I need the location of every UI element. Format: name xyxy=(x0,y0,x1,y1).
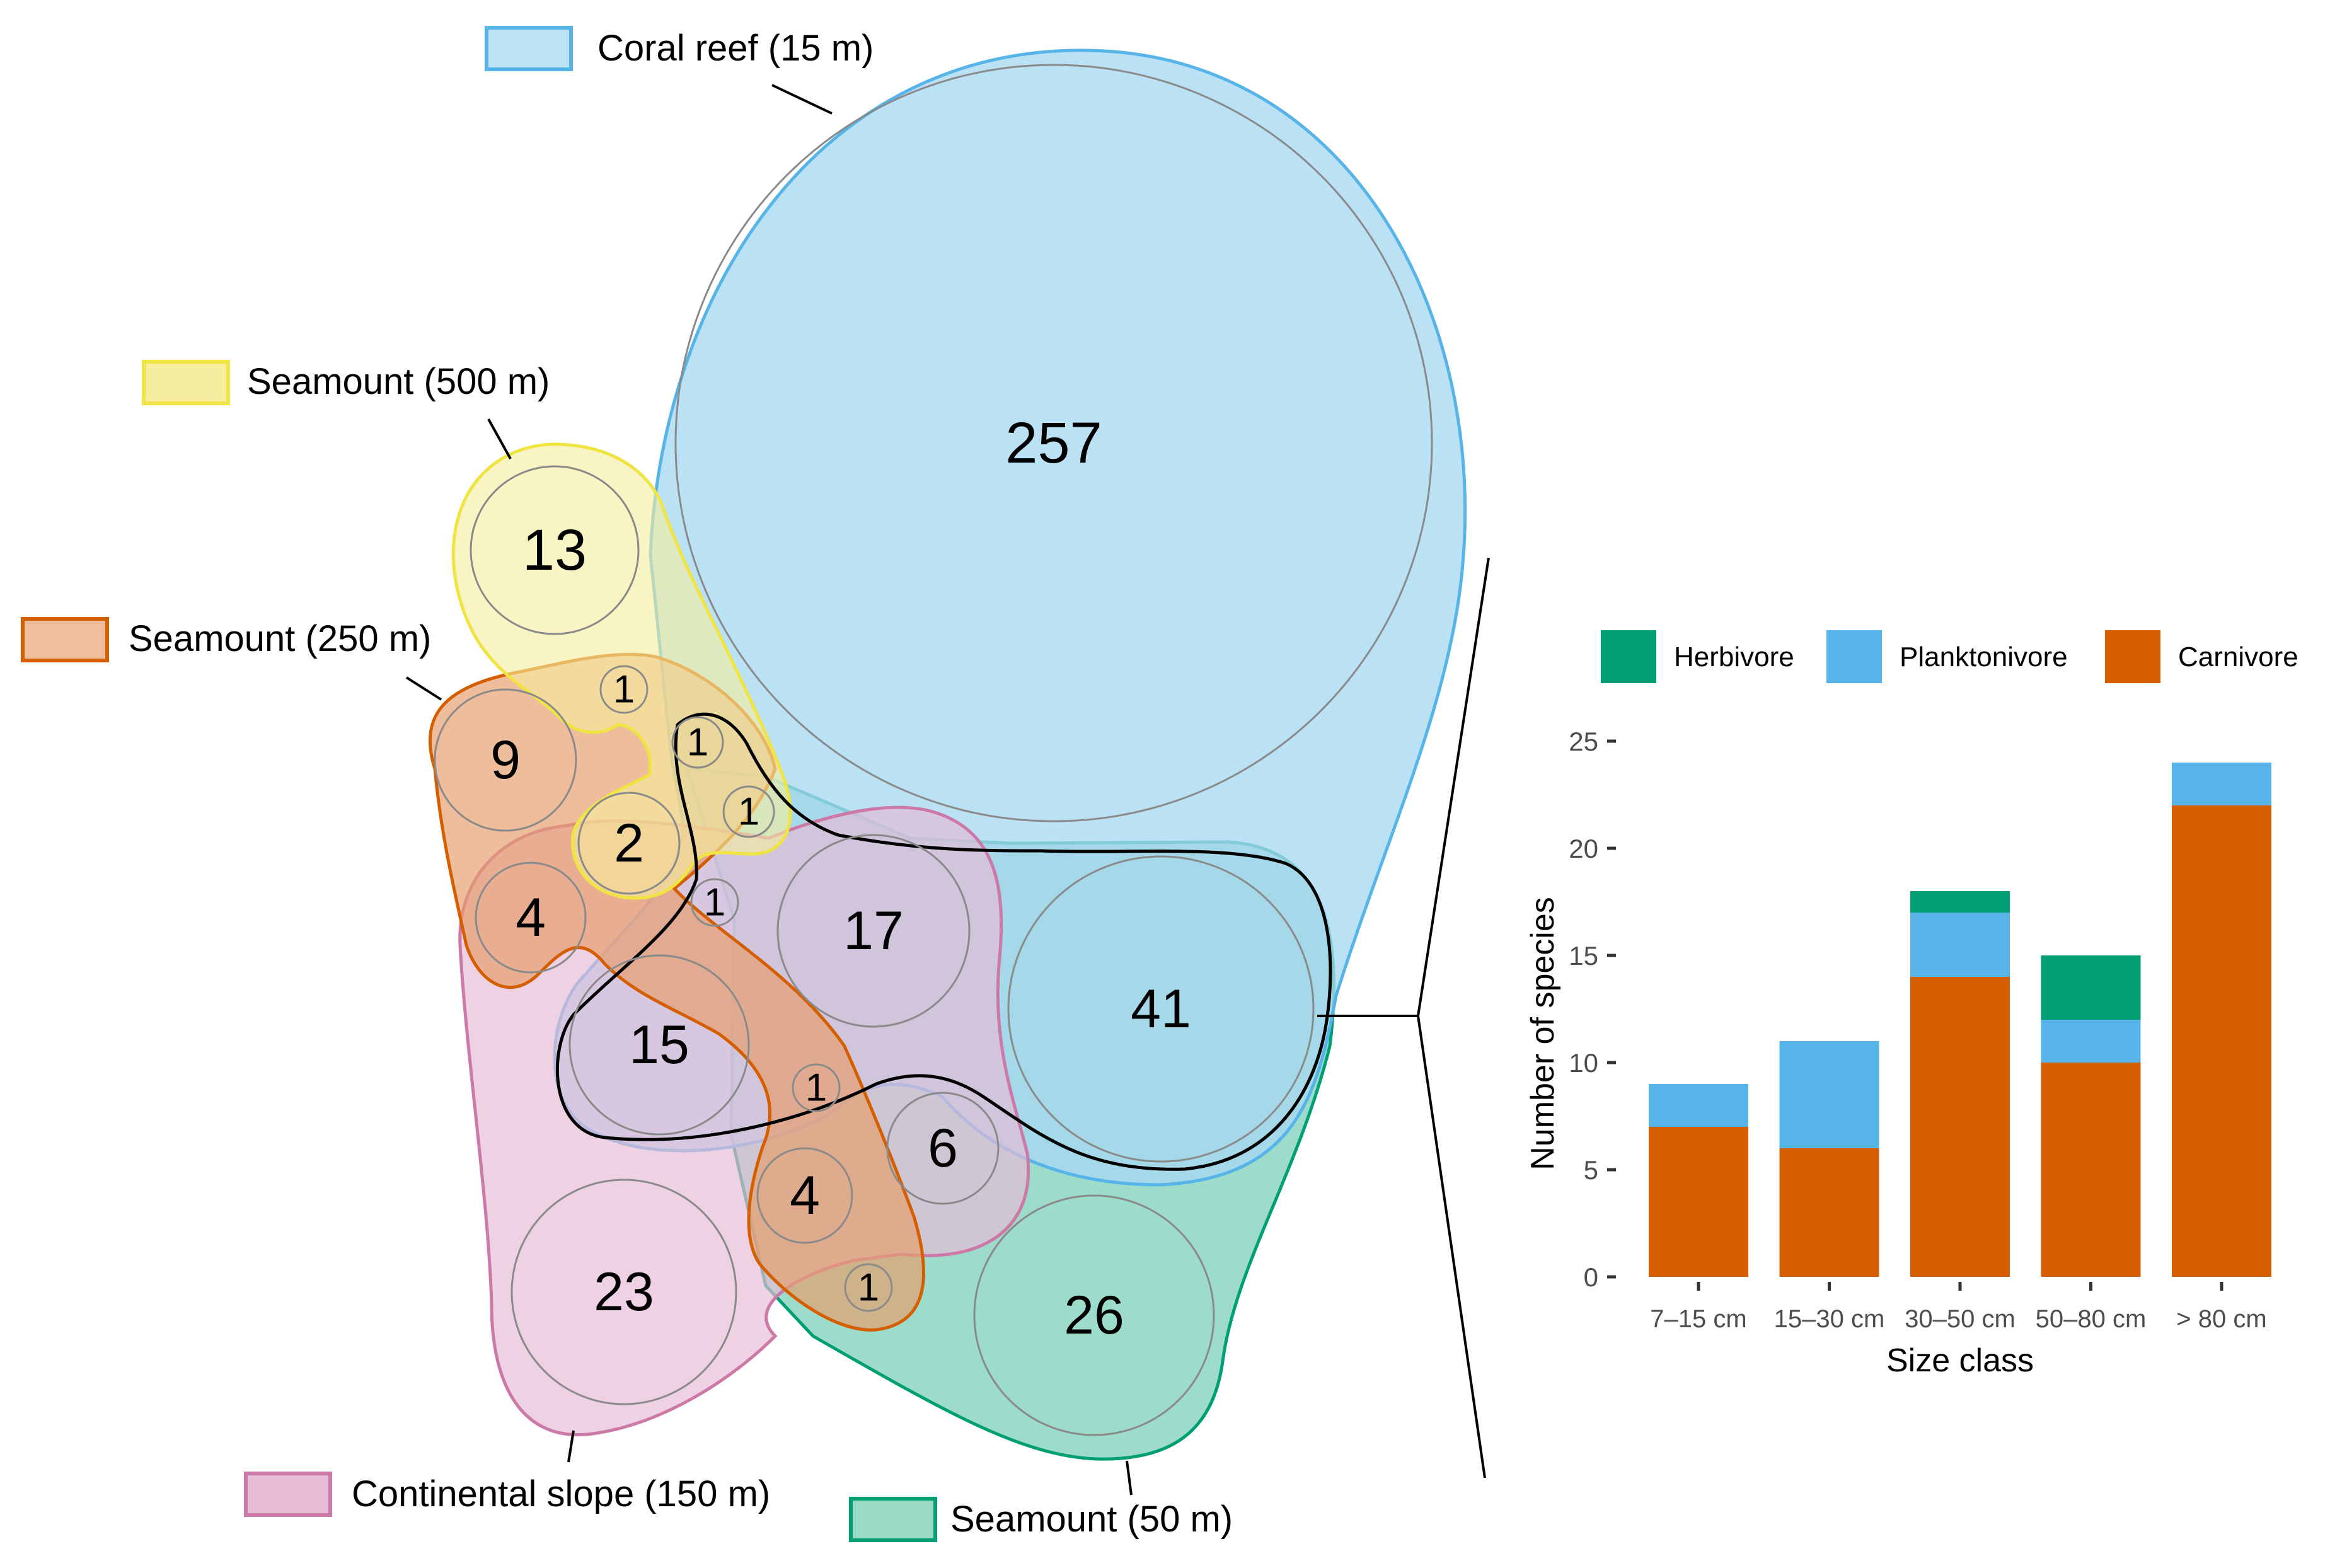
bar-carnivore-3 xyxy=(2041,1063,2141,1277)
bar-herbivore-2 xyxy=(1910,891,2010,913)
y-tick-label-4: 20 xyxy=(1569,834,1598,863)
chart-bars xyxy=(1649,763,2271,1277)
bar-carnivore-1 xyxy=(1779,1148,1879,1277)
y-tick-label-2: 10 xyxy=(1569,1048,1598,1078)
y-axis-title: Number of species xyxy=(1525,897,1561,1170)
bar-carnivore-2 xyxy=(1910,977,2010,1277)
x-tick-label-0: 7–15 cm xyxy=(1650,1305,1746,1333)
legend-swatch-herbivore xyxy=(1601,630,1656,683)
legend-label-carnivore: Carnivore xyxy=(2178,642,2298,672)
chart-axes: 7–15 cm 15–30 cm 30–50 cm 50–80 cm > 80 cm 0 5… xyxy=(1569,727,2266,1333)
leader-seamount-500 xyxy=(487,418,512,459)
count-s500-s250-slope-shared: 2 xyxy=(614,813,644,873)
legend-swatch-carnivore xyxy=(2105,630,2160,683)
legend-label-seamount-250: Seamount (250 m) xyxy=(129,618,431,659)
y-tick-label-3: 15 xyxy=(1569,941,1598,971)
legend-swatch-seamount-50 xyxy=(849,1497,937,1542)
count-seamount-500-only: 13 xyxy=(522,518,587,582)
count-reef-slope-shared: 15 xyxy=(629,1015,689,1075)
count-s250-s50-shared: 1 xyxy=(858,1266,879,1310)
bar-carnivore-4 xyxy=(2172,805,2271,1277)
bar-planktonivore-3 xyxy=(2041,1020,2141,1063)
inner-circle-seamount-500-only xyxy=(470,465,640,635)
legend-swatch-seamount-250 xyxy=(21,617,109,662)
count-slope-s50-shared: 6 xyxy=(928,1118,958,1179)
region-seamount-500 xyxy=(451,442,792,900)
legend-swatch-coral-reef xyxy=(485,26,573,71)
inner-circle-seamount-250-only xyxy=(434,688,577,832)
euler-legend: Coral reef (15 m) Seamount (500 m) Seamo… xyxy=(21,26,1233,1542)
inner-circle-reef-slope-shared xyxy=(568,954,750,1136)
bar-herbivore-3 xyxy=(2041,955,2141,1020)
x-tick-label-3: 50–80 cm xyxy=(2036,1305,2147,1333)
legend-label-continental-slope: Continental slope (150 m) xyxy=(352,1473,770,1514)
count-s500-reef-s50-shared: 1 xyxy=(738,790,759,834)
leader-seamount-50 xyxy=(1126,1460,1133,1496)
y-tick-label-5: 25 xyxy=(1569,727,1598,756)
count-coral-reef-only: 257 xyxy=(1005,411,1102,475)
inner-circle-slope-s50-shared xyxy=(886,1092,1000,1205)
legend-label-seamount-500: Seamount (500 m) xyxy=(247,361,550,402)
inner-circle-reef-slope-s50-shared xyxy=(776,834,971,1028)
count-reef-s50-shared: 41 xyxy=(1131,979,1191,1039)
inner-circle-coral-reef-only xyxy=(674,64,1433,822)
legend-label-coral-reef: Coral reef (15 m) xyxy=(597,28,874,69)
inner-circle-s250-reef-slope-shared xyxy=(690,878,739,927)
bar-planktonivore-4 xyxy=(2172,763,2271,805)
bar-carnivore-0 xyxy=(1649,1127,1748,1277)
inner-circle-continental-slope-only xyxy=(510,1179,737,1405)
inner-circle-s500-reef-s250-shared xyxy=(671,716,724,769)
inner-circle-s500-s250-slope-shared xyxy=(577,792,681,895)
inner-circle-s250-slope-s50-shared xyxy=(756,1147,853,1244)
inner-circle-seamount-50-only xyxy=(973,1194,1215,1436)
count-continental-slope-only: 23 xyxy=(594,1262,654,1322)
count-s250-reef-slope-s50-shared: 1 xyxy=(805,1066,827,1110)
x-tick-label-4: > 80 cm xyxy=(2176,1305,2266,1333)
y-tick-label-1: 5 xyxy=(1584,1155,1598,1185)
bar-planktonivore-1 xyxy=(1779,1041,1879,1148)
count-reef-slope-s50-shared: 17 xyxy=(843,901,904,961)
legend-label-planktonivore: Planktonivore xyxy=(1900,642,2068,672)
inner-circles xyxy=(434,64,1433,1436)
count-seamount-250-only: 9 xyxy=(490,730,521,790)
bar-planktonivore-0 xyxy=(1649,1084,1748,1127)
count-s250-slope-s50-shared: 4 xyxy=(790,1165,820,1226)
count-s250-reef-slope-shared: 1 xyxy=(704,881,725,925)
legend-swatch-planktonivore xyxy=(1826,630,1882,683)
inner-circle-reef-s50-shared xyxy=(1007,855,1315,1163)
bar-chart: Herbivore Planktonivore Carnivore 7–15 cm 1… xyxy=(1525,630,2298,1379)
zoom-connector xyxy=(1317,557,1490,1479)
legend-label-seamount-50: Seamount (50 m) xyxy=(950,1499,1233,1540)
inner-circle-s250-s50-shared xyxy=(844,1263,893,1312)
x-tick-label-1: 15–30 cm xyxy=(1774,1305,1885,1333)
inner-circle-s250-reef-slope-s50-shared xyxy=(792,1063,841,1112)
count-s250-slope-shared: 4 xyxy=(516,887,546,948)
leader-continental-slope xyxy=(567,1430,575,1463)
legend-swatch-continental-slope xyxy=(244,1472,332,1517)
inner-circle-s500-s250-shared xyxy=(599,665,649,714)
inner-circle-s500-reef-s50-shared xyxy=(722,785,775,838)
y-tick-label-0: 0 xyxy=(1584,1262,1598,1292)
leader-coral-reef xyxy=(771,84,833,115)
legend-swatch-seamount-500 xyxy=(142,360,230,405)
legend-label-herbivore: Herbivore xyxy=(1674,642,1794,672)
count-seamount-50-only: 26 xyxy=(1064,1285,1124,1346)
count-s500-reef-s250-shared: 1 xyxy=(687,721,708,764)
inner-circle-s250-slope-shared xyxy=(475,862,587,974)
x-axis-title: Size class xyxy=(1886,1342,2034,1379)
x-tick-label-2: 30–50 cm xyxy=(1905,1305,2016,1333)
count-s500-s250-shared: 1 xyxy=(613,668,635,712)
leader-seamount-250 xyxy=(405,676,442,701)
chart-legend: Herbivore Planktonivore Carnivore xyxy=(1601,630,2298,683)
bar-planktonivore-2 xyxy=(1910,913,2010,977)
